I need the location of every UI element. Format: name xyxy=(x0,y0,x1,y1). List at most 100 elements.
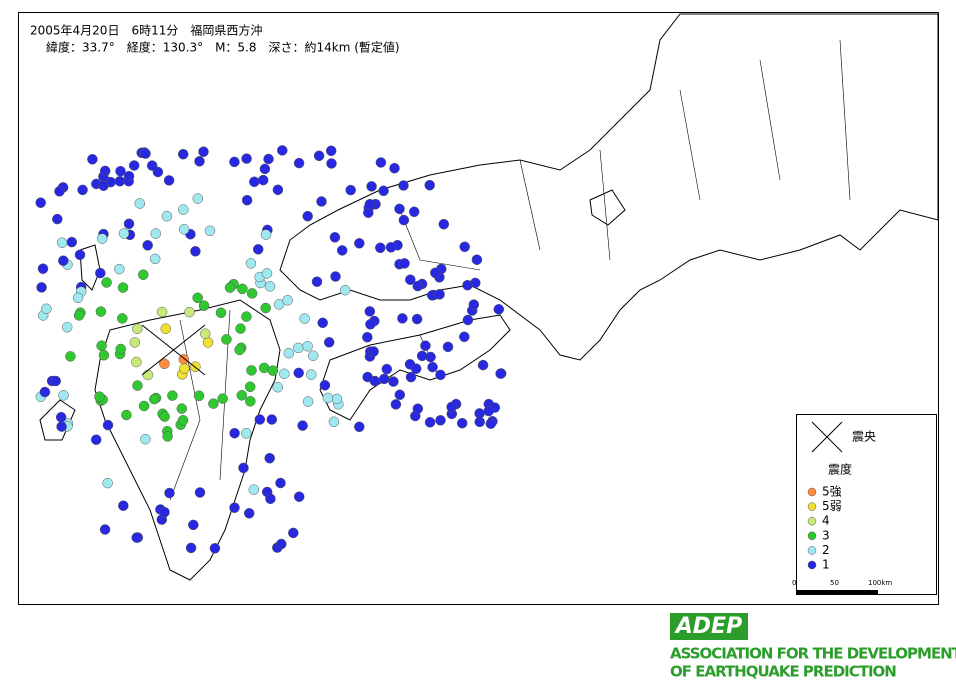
intensity-dot xyxy=(293,491,305,502)
intensity-dot xyxy=(273,299,285,310)
intensity-dot xyxy=(229,156,240,168)
intensity-dot xyxy=(459,331,470,343)
intensity-dot xyxy=(162,431,173,442)
intensity-dot xyxy=(325,145,337,157)
intensity-dot xyxy=(283,347,295,359)
legend-swatch xyxy=(807,546,817,555)
intensity-dot xyxy=(258,362,270,374)
intensity-dot xyxy=(56,421,67,432)
intensity-dot xyxy=(329,232,341,243)
intensity-dot xyxy=(365,319,376,330)
scale-label: 0 xyxy=(792,579,796,587)
intensity-dot xyxy=(176,403,188,414)
intensity-dot xyxy=(264,452,275,464)
intensity-dot xyxy=(293,342,304,354)
intensity-dot xyxy=(56,237,68,248)
intensity-dot xyxy=(188,519,199,531)
intensity-dot xyxy=(362,331,373,343)
legend-epicenter: 震央 xyxy=(852,430,876,444)
intensity-dot xyxy=(323,337,335,348)
intensity-dot xyxy=(52,213,63,225)
intensity-dot xyxy=(95,267,106,279)
intensity-dot xyxy=(236,390,248,401)
intensity-dot xyxy=(198,300,210,311)
intensity-dot xyxy=(142,369,154,381)
legend-swatch xyxy=(807,516,817,526)
intensity-dots xyxy=(35,145,507,554)
intensity-dot xyxy=(224,282,236,293)
intensity-dot xyxy=(442,341,454,353)
intensity-dot xyxy=(50,375,61,387)
intensity-dot xyxy=(375,242,386,254)
intensity-dot xyxy=(260,302,271,314)
intensity-dot xyxy=(94,391,105,402)
intensity-dot xyxy=(390,399,402,410)
intensity-dot xyxy=(35,197,46,208)
intensity-dot xyxy=(72,292,84,304)
intensity-dot xyxy=(252,244,264,255)
intensity-dot xyxy=(266,414,278,425)
intensity-dot xyxy=(293,157,305,169)
intensity-dot xyxy=(354,421,365,433)
intensity-dot xyxy=(132,380,143,391)
intensity-dot xyxy=(257,174,269,186)
intensity-dot xyxy=(167,390,178,401)
intensity-dot xyxy=(192,193,204,204)
intensity-dot xyxy=(202,337,214,348)
intensity-dot xyxy=(221,334,232,345)
intensity-dot xyxy=(161,210,173,222)
intensity-dot xyxy=(102,477,113,489)
intensity-dot xyxy=(101,277,112,288)
intensity-dot xyxy=(265,493,276,505)
intensity-dot xyxy=(416,350,428,362)
header-line1: 2005年4月20日 6時11分 福岡県西方沖 xyxy=(30,23,262,38)
intensity-dot xyxy=(66,236,78,248)
intensity-dot xyxy=(306,369,317,380)
intensity-dot xyxy=(243,508,255,519)
intensity-dot xyxy=(259,163,271,175)
intensity-dot xyxy=(245,396,256,407)
intensity-dot xyxy=(275,477,286,489)
legend-swatch xyxy=(807,560,817,570)
intensity-dot xyxy=(134,198,146,209)
header-line2: 緯度：33.7° 経度：130.3° M：5.8 深さ：約14km (暫定値) xyxy=(46,40,400,55)
scale-label: 100km xyxy=(868,579,892,587)
intensity-dot xyxy=(54,186,65,197)
intensity-dot xyxy=(317,317,328,329)
intensity-dot xyxy=(267,365,279,376)
intensity-dot xyxy=(96,233,108,244)
intensity-dot xyxy=(229,427,240,439)
intensity-dot xyxy=(424,179,435,191)
intensity-dot xyxy=(299,313,310,324)
intensity-dot xyxy=(362,371,373,383)
intensity-dot xyxy=(41,303,52,315)
logo-line1: ASSOCIATION FOR THE DEVELOPMENT xyxy=(670,645,956,663)
intensity-dot xyxy=(185,542,197,554)
intensity-dot xyxy=(241,311,252,322)
intensity-dot xyxy=(319,380,331,391)
intensity-dot xyxy=(164,487,175,499)
legend-label: 2 xyxy=(822,543,830,557)
intensity-dot xyxy=(209,543,221,554)
intensity-dot xyxy=(471,254,483,265)
intensity-dot xyxy=(98,349,110,361)
intensity-dot xyxy=(248,484,260,495)
intensity-dot xyxy=(90,434,102,445)
intensity-dot xyxy=(364,198,376,210)
intensity-dot xyxy=(241,194,253,206)
intensity-dot xyxy=(99,165,111,177)
logo-mark: ADEP xyxy=(674,614,742,639)
intensity-dot xyxy=(238,462,249,474)
intensity-dot xyxy=(142,240,153,251)
intensity-dot xyxy=(156,306,168,318)
intensity-dot xyxy=(234,344,245,356)
intensity-dot xyxy=(149,393,160,405)
intensity-dot xyxy=(121,409,132,421)
intensity-dot xyxy=(328,416,340,428)
intensity-dot xyxy=(307,350,319,361)
intensity-dot xyxy=(394,203,405,215)
intensity-dot xyxy=(336,245,348,256)
intensity-dot xyxy=(241,153,252,164)
intensity-dot xyxy=(293,367,304,379)
intensity-dot xyxy=(102,419,114,431)
